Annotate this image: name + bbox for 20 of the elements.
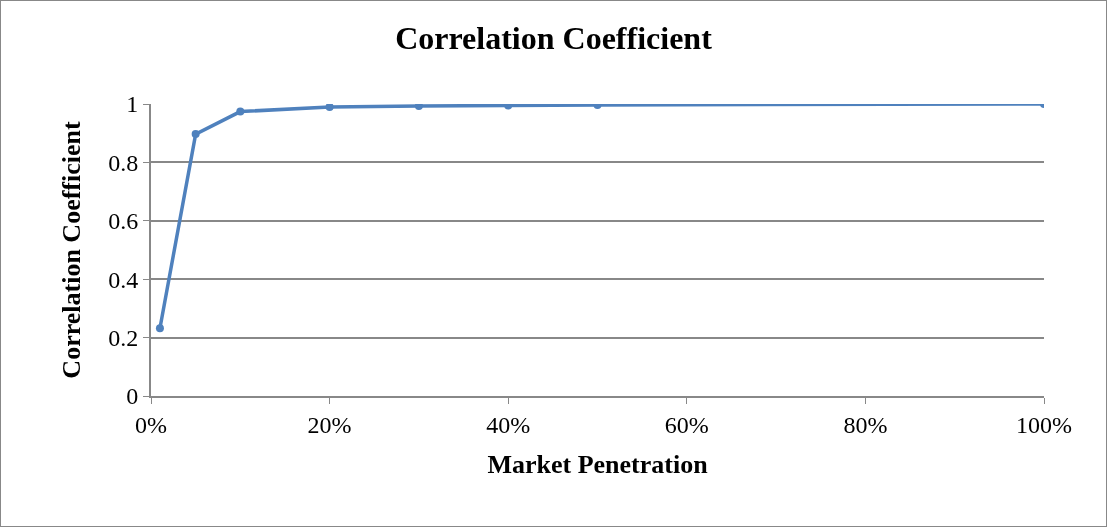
x-tick-label: 40%	[486, 411, 531, 438]
point	[155, 324, 164, 333]
y-tick-label: 1	[126, 91, 139, 118]
x-tick-label: 0%	[135, 411, 167, 438]
y-tick-label: 0.8	[108, 149, 139, 176]
x-tick-label: 80%	[843, 411, 888, 438]
x-tick-label: 20%	[307, 411, 352, 438]
y-tick-label: 0.2	[108, 325, 139, 351]
y-tick-label: 0.6	[108, 208, 139, 235]
y-tick-label: 0	[126, 383, 139, 410]
x-tick-label: 60%	[664, 411, 709, 438]
point	[191, 130, 200, 139]
point	[325, 104, 334, 111]
point	[236, 107, 245, 116]
y-axis-title: Correlation Coefficient	[57, 121, 87, 379]
chart-title: Correlation Coefficient	[395, 19, 713, 56]
y-tick-label: 0.4	[108, 266, 139, 293]
x-axis-title: Market Penetration	[487, 450, 709, 479]
point	[414, 104, 423, 111]
x-tick-label: 100%	[1016, 411, 1072, 438]
